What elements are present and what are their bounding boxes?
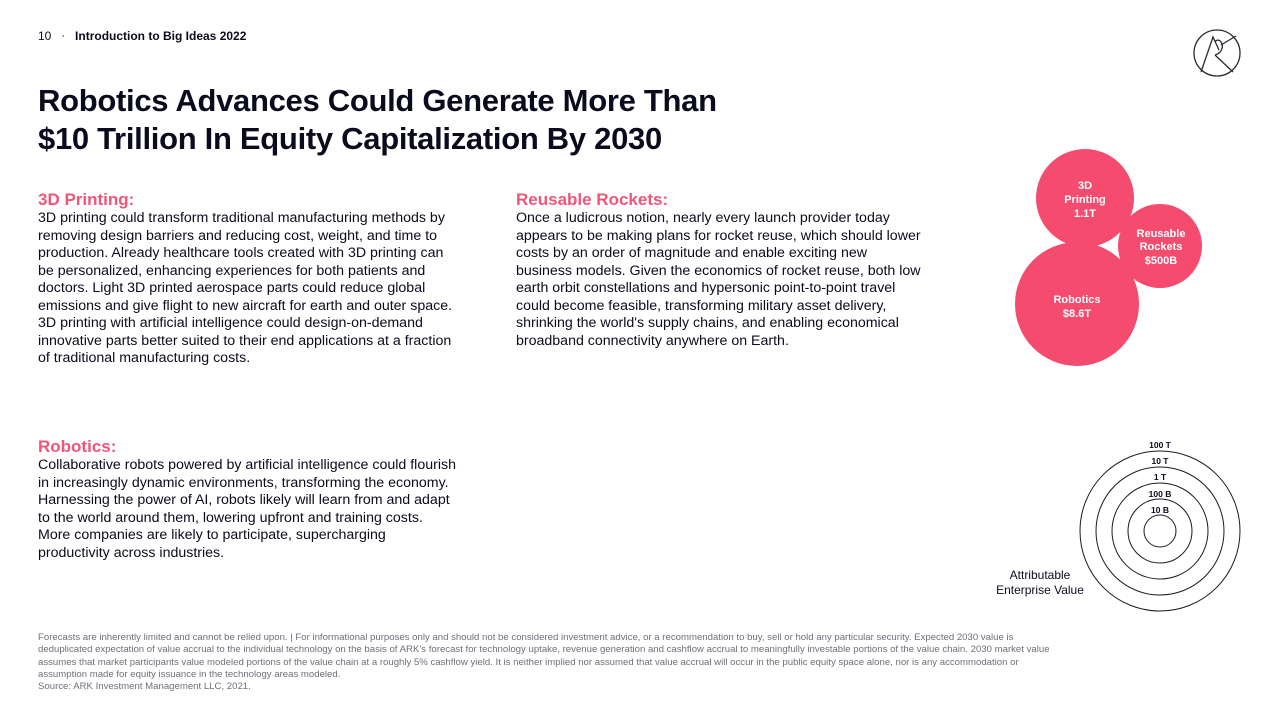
bubble-robotics bbox=[1015, 242, 1139, 366]
header-separator: · bbox=[61, 30, 66, 42]
title-line-1: Robotics Advances Could Generate More Th… bbox=[38, 83, 717, 118]
section-robotics: Robotics: Collaborative robots powered b… bbox=[38, 437, 458, 562]
footer-line-1: Forecasts are inherently limited and can… bbox=[38, 632, 1014, 643]
bubble-3d-printing bbox=[1036, 149, 1134, 247]
bubble-label-robotics: Robotics bbox=[1053, 294, 1100, 306]
bubble-value-robotics: $8.6T bbox=[1063, 308, 1091, 320]
legend-ring-100t bbox=[1079, 450, 1241, 612]
section-body-robotics: Collaborative robots powered by artifici… bbox=[38, 457, 456, 561]
bubble-value-reusable-rockets: $500B bbox=[1145, 255, 1177, 267]
legend-ring-10t bbox=[1095, 466, 1225, 596]
page-header: 10 · Introduction to Big Ideas 2022 bbox=[38, 29, 246, 43]
footer-line-2: deduplicated expectation of value accrua… bbox=[38, 644, 1050, 656]
title-line-2: $10 Trillion In Equity Capitalization By… bbox=[38, 121, 662, 156]
ark-logo-icon bbox=[1193, 29, 1241, 77]
footer-line-4: assumption made for equity issuance in t… bbox=[38, 668, 341, 680]
section-name: Introduction to Big Ideas 2022 bbox=[75, 29, 247, 43]
legend-caption-line-1: Attributable bbox=[1009, 568, 1071, 582]
footer-source: Source: ARK Investment Management LLC, 2… bbox=[38, 681, 251, 693]
section-heading-robotics: Robotics: bbox=[38, 437, 117, 456]
section-body-reusable-rockets: Once a ludicrous notion, nearly every la… bbox=[516, 210, 921, 349]
footer-line-3: assumes that market participants value m… bbox=[38, 656, 1019, 668]
section-reusable-rockets: Reusable Rockets: Once a ludicrous notio… bbox=[516, 190, 921, 350]
section-body-3d-printing: 3D printing could transform traditional … bbox=[38, 210, 453, 366]
legend-ring-1t bbox=[1111, 482, 1209, 580]
page-title: Robotics Advances Could Generate More Th… bbox=[38, 82, 798, 158]
legend-label-100t: 100 T bbox=[1149, 440, 1172, 450]
legend-ring-10b bbox=[1143, 514, 1177, 548]
enterprise-value-legend: 100 T 10 T 1 T 100 B 10 B bbox=[1079, 440, 1241, 612]
legend-label-1t: 1 T bbox=[1154, 472, 1167, 482]
bubble-label-reusable: Reusable bbox=[1137, 228, 1186, 240]
legend-label-10t: 10 T bbox=[1151, 456, 1169, 466]
legend-label-10b: 10 B bbox=[1151, 505, 1169, 515]
bubble-label-rockets: Rockets bbox=[1140, 241, 1183, 253]
legend-ring-100b bbox=[1127, 498, 1193, 564]
legend-label-100b: 100 B bbox=[1149, 489, 1172, 499]
section-heading-reusable-rockets: Reusable Rockets: bbox=[516, 190, 669, 209]
value-bubble-chart: 3D Printing 1.1T Reusable Rockets $500B … bbox=[1015, 149, 1202, 366]
bubble-label-3d: 3D bbox=[1078, 180, 1092, 192]
bubble-value-3d-printing: 1.1T bbox=[1074, 208, 1096, 220]
legend-caption-line-2: Enterprise Value bbox=[996, 583, 1084, 597]
page-number: 10 bbox=[38, 29, 52, 43]
bubble-reusable-rockets bbox=[1118, 204, 1202, 288]
section-3d-printing: 3D Printing: 3D printing could transform… bbox=[38, 190, 458, 368]
bubble-label-printing: Printing bbox=[1064, 194, 1106, 206]
section-heading-3d-printing: 3D Printing: bbox=[38, 190, 135, 209]
legend-caption: Attributable Enterprise Value bbox=[980, 568, 1100, 598]
disclaimer-footer: Forecasts are inherently limited and can… bbox=[38, 632, 1248, 693]
